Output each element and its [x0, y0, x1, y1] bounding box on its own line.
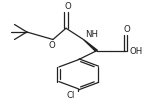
Text: O: O — [49, 41, 56, 50]
Text: OH: OH — [129, 47, 142, 56]
Text: Cl: Cl — [66, 91, 75, 100]
Text: O: O — [64, 2, 71, 11]
Text: O: O — [124, 25, 131, 34]
Text: NH: NH — [85, 30, 98, 39]
Polygon shape — [83, 39, 97, 51]
